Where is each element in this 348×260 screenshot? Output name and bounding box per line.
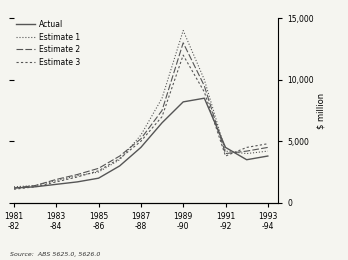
Estimate 1: [245, 152, 249, 155]
Estimate 1: [160, 97, 164, 100]
Actual: [245, 158, 249, 161]
Legend: Actual, Estimate 1, Estimate 2, Estimate 3: Actual, Estimate 1, Estimate 2, Estimate…: [16, 21, 80, 67]
Actual: [181, 100, 185, 103]
Line: Estimate 3: Estimate 3: [14, 55, 268, 189]
Estimate 2: [223, 152, 228, 155]
Estimate 2: [160, 109, 164, 112]
Estimate 1: [202, 78, 206, 81]
Estimate 2: [33, 184, 37, 187]
Line: Actual: Actual: [14, 98, 268, 188]
Estimate 2: [75, 173, 79, 176]
Actual: [223, 146, 228, 149]
Actual: [75, 180, 79, 184]
Estimate 3: [96, 169, 101, 172]
Estimate 3: [33, 185, 37, 188]
Estimate 2: [202, 84, 206, 87]
Estimate 1: [139, 134, 143, 137]
Estimate 3: [139, 140, 143, 143]
Estimate 3: [223, 154, 228, 158]
Text: Source:  ABS 5625.0, 5626.0: Source: ABS 5625.0, 5626.0: [10, 252, 101, 257]
Estimate 1: [266, 150, 270, 153]
Estimate 3: [181, 54, 185, 57]
Estimate 3: [54, 180, 58, 184]
Actual: [202, 97, 206, 100]
Estimate 1: [12, 185, 16, 188]
Estimate 1: [33, 184, 37, 187]
Estimate 1: [223, 150, 228, 153]
Estimate 1: [54, 179, 58, 182]
Estimate 2: [54, 178, 58, 181]
Estimate 1: [118, 158, 122, 161]
Estimate 1: [75, 174, 79, 177]
Line: Estimate 1: Estimate 1: [14, 30, 268, 187]
Actual: [54, 183, 58, 186]
Actual: [160, 121, 164, 124]
Estimate 2: [139, 137, 143, 140]
Estimate 1: [96, 171, 101, 174]
Estimate 2: [266, 146, 270, 149]
Actual: [96, 177, 101, 180]
Estimate 2: [181, 41, 185, 44]
Actual: [118, 164, 122, 167]
Y-axis label: $ million: $ million: [317, 93, 326, 128]
Estimate 2: [245, 150, 249, 153]
Actual: [139, 146, 143, 149]
Estimate 3: [266, 142, 270, 145]
Estimate 2: [12, 186, 16, 190]
Actual: [266, 154, 270, 158]
Estimate 3: [12, 188, 16, 191]
Actual: [33, 185, 37, 188]
Estimate 1: [181, 29, 185, 32]
Estimate 2: [96, 167, 101, 170]
Estimate 3: [75, 176, 79, 179]
Estimate 3: [245, 146, 249, 149]
Estimate 2: [118, 154, 122, 158]
Actual: [12, 186, 16, 190]
Estimate 3: [202, 90, 206, 94]
Estimate 3: [160, 115, 164, 118]
Line: Estimate 2: Estimate 2: [14, 43, 268, 188]
Estimate 3: [118, 157, 122, 160]
